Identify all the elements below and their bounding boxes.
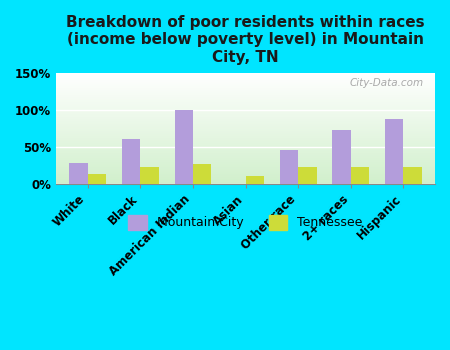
Title: Breakdown of poor residents within races
(income below poverty level) in Mountai: Breakdown of poor residents within races…	[66, 15, 425, 65]
Bar	[122, 139, 140, 184]
Bar	[69, 163, 88, 184]
Bar	[193, 164, 211, 184]
Text: City-Data.com: City-Data.com	[350, 78, 423, 89]
Bar	[298, 167, 317, 184]
Bar	[88, 174, 106, 184]
Bar	[404, 167, 422, 184]
Bar	[246, 176, 264, 184]
Bar	[175, 110, 193, 184]
Bar	[280, 150, 298, 184]
Legend: Mountain City, Tennessee: Mountain City, Tennessee	[123, 210, 368, 235]
Bar	[333, 131, 351, 184]
Bar	[351, 167, 369, 184]
Bar	[385, 119, 404, 184]
Bar	[140, 167, 159, 184]
